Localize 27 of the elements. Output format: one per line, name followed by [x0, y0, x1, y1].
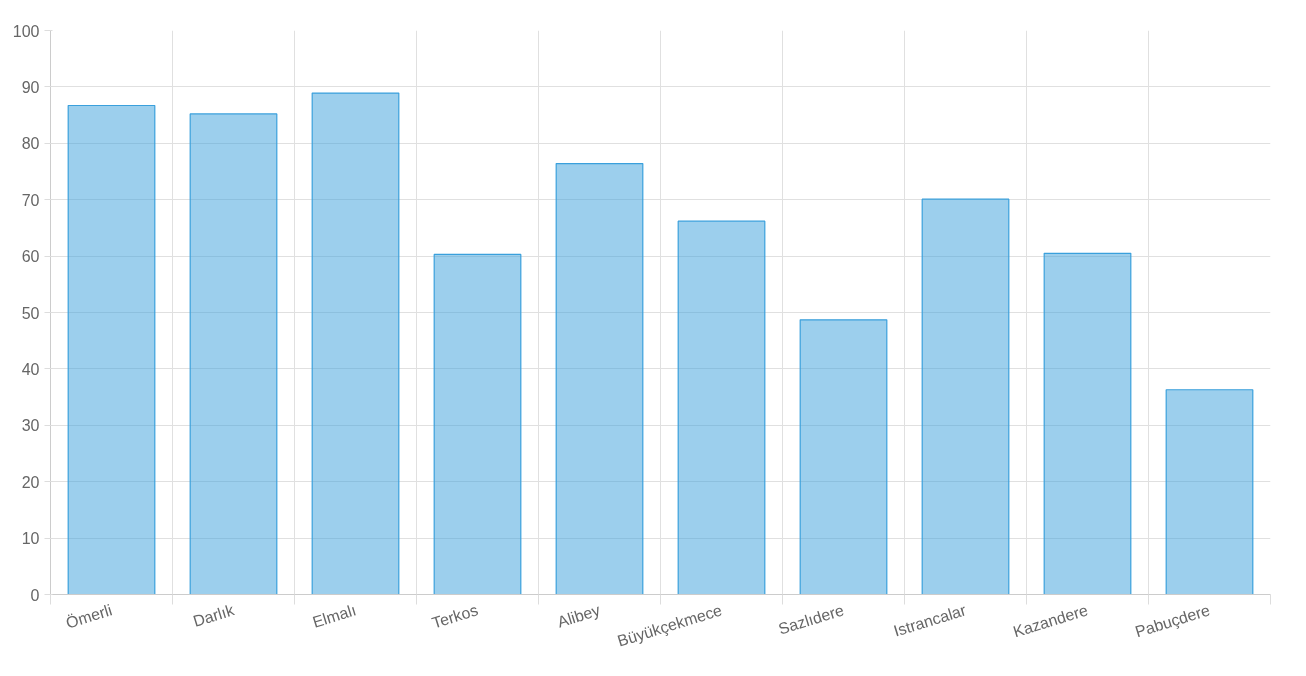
y-tick-label: 60 — [21, 248, 40, 266]
x-tick-label: Sazlıdere — [776, 601, 847, 638]
y-tick-label: 30 — [21, 417, 40, 435]
y-tick-label: 90 — [21, 78, 40, 96]
x-tick-label: Alibey — [555, 601, 603, 631]
bar — [189, 113, 278, 595]
bar — [555, 163, 644, 595]
x-tick-label: Elmalı — [310, 601, 359, 631]
bar — [311, 92, 400, 595]
y-tick-label: 20 — [21, 473, 40, 491]
x-tick-label: Ömerli — [63, 601, 115, 632]
bar — [67, 104, 156, 595]
y-tick-label: 50 — [21, 304, 40, 322]
y-tick-label: 0 — [30, 586, 40, 604]
bar — [799, 319, 888, 595]
x-tick-label: Darlık — [191, 601, 237, 630]
x-tick-label: Terkos — [429, 601, 481, 632]
y-tick-label: 70 — [21, 191, 40, 209]
bar — [1043, 252, 1132, 595]
bar — [921, 198, 1010, 595]
bar — [677, 220, 766, 595]
y-tick-label: 10 — [21, 530, 40, 548]
bar — [433, 253, 522, 595]
bar — [1165, 389, 1254, 595]
y-tick-label: 100 — [12, 22, 40, 40]
y-tick-label: 80 — [21, 135, 40, 153]
y-tick-label: 40 — [21, 360, 40, 378]
